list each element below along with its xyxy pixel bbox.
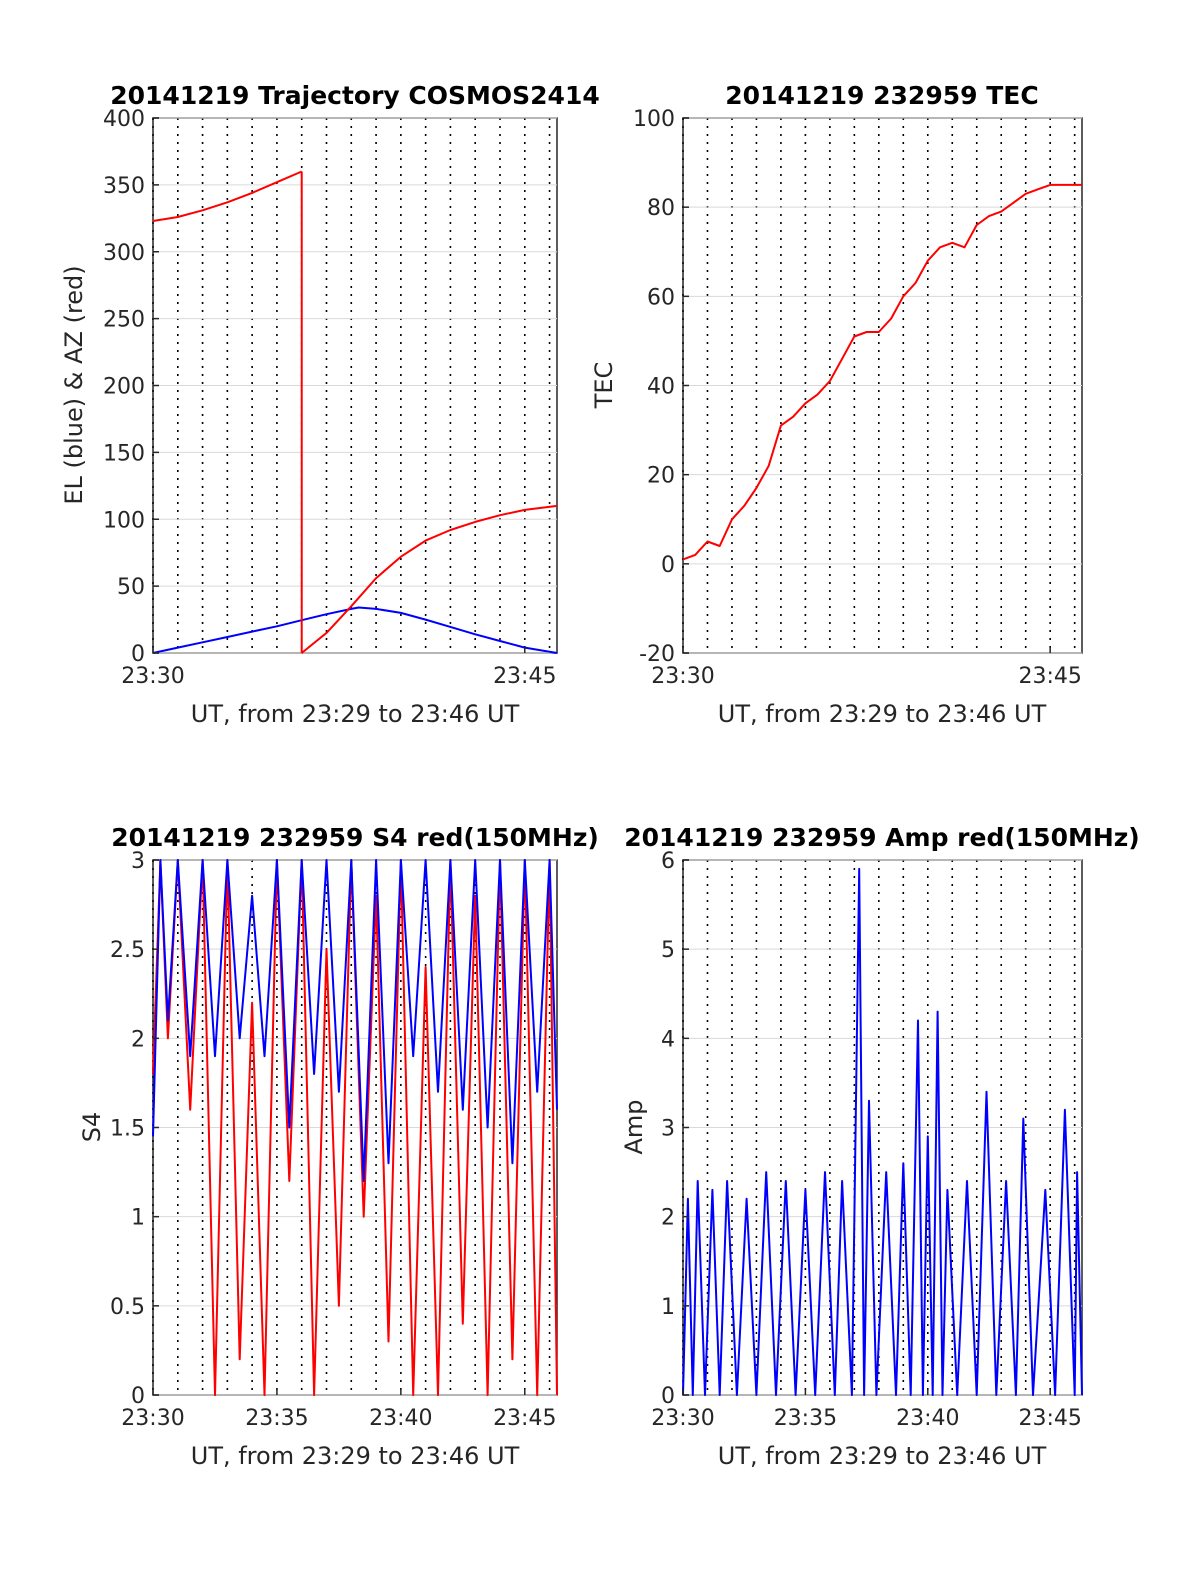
xtick-label: 23:40 xyxy=(369,1406,432,1431)
ytick-label: 2 xyxy=(131,1027,145,1052)
panel-s4: 20141219 232959 S4 red(150MHz) S4 UT, fr… xyxy=(78,823,599,1470)
ytick-label: 2.5 xyxy=(110,938,145,963)
panel-tec: 20141219 232959 TEC TEC UT, from 23:29 t… xyxy=(590,81,1083,728)
xtick-label: 23:45 xyxy=(1018,1406,1081,1431)
ytick-label: 300 xyxy=(103,241,145,266)
xtick-label: 23:40 xyxy=(896,1406,959,1431)
xtick-label: 23:45 xyxy=(493,1406,556,1431)
xticks-trajectory: 23:30 23:45 xyxy=(121,647,556,689)
yticks-s4: 0 0.5 1 1.5 2 2.5 3 xyxy=(110,849,159,1409)
xtick-label: 23:30 xyxy=(121,664,184,689)
ytick-label: 250 xyxy=(103,308,145,333)
title-amp: 20141219 232959 Amp red(150MHz) xyxy=(624,823,1140,852)
panel-amp: 20141219 232959 Amp red(150MHz) Amp UT, … xyxy=(620,823,1140,1470)
ytick-label: 0 xyxy=(131,642,145,667)
ytick-label: 1.5 xyxy=(110,1117,145,1142)
ylabel-amp: Amp xyxy=(620,1099,648,1154)
ytick-label: 150 xyxy=(103,441,145,466)
hgrid-s4 xyxy=(153,859,557,1396)
ytick-label: 4 xyxy=(661,1027,675,1052)
yticks-amp: 0 1 2 3 4 5 6 xyxy=(661,849,689,1409)
series-line-tec xyxy=(682,183,1082,561)
xlabel-tec: UT, from 23:29 to 23:46 UT xyxy=(718,700,1047,728)
hgrid-trajectory xyxy=(153,117,557,654)
xticks-tec: 23:30 23:45 xyxy=(651,647,1082,689)
ytick-label: 100 xyxy=(103,508,145,533)
ytick-label: 80 xyxy=(647,196,675,221)
xtick-label: 23:30 xyxy=(121,1406,184,1431)
series-trajectory xyxy=(152,170,558,654)
yticks-trajectory: 0 50 100 150 200 250 300 350 400 xyxy=(103,107,159,667)
ytick-label: 200 xyxy=(103,375,145,400)
ytick-label: 3 xyxy=(131,849,145,874)
xlabel-s4: UT, from 23:29 to 23:46 UT xyxy=(191,1442,520,1470)
panel-trajectory: 20141219 Trajectory COSMOS2414 EL (blue)… xyxy=(60,81,600,728)
ytick-label: -20 xyxy=(639,642,675,667)
ytick-label: 400 xyxy=(103,107,145,132)
series-tec xyxy=(682,183,1082,561)
ytick-label: 40 xyxy=(647,375,675,400)
series-line-el xyxy=(152,606,558,654)
ytick-label: 5 xyxy=(661,938,675,963)
xtick-label: 23:30 xyxy=(651,664,714,689)
ytick-label: 50 xyxy=(117,575,145,600)
title-tec: 20141219 232959 TEC xyxy=(725,81,1038,110)
ytick-label: 6 xyxy=(661,849,675,874)
series-line-az-seg0 xyxy=(152,170,303,222)
ytick-label: 3 xyxy=(661,1117,675,1142)
title-s4: 20141219 232959 S4 red(150MHz) xyxy=(111,823,599,852)
ytick-label: 20 xyxy=(647,464,675,489)
xtick-label: 23:45 xyxy=(493,664,556,689)
xticks-amp: 23:30 23:35 23:40 23:45 xyxy=(651,1389,1082,1431)
xtick-label: 23:45 xyxy=(1018,664,1081,689)
ylabel-trajectory: EL (blue) & AZ (red) xyxy=(60,265,88,504)
ylabel-s4: S4 xyxy=(78,1112,106,1143)
yticks-tec: -20 0 20 40 60 80 100 xyxy=(633,107,689,667)
xtick-label: 23:30 xyxy=(651,1406,714,1431)
xtick-label: 23:35 xyxy=(245,1406,308,1431)
hgrid-tec xyxy=(683,117,1082,654)
series-line-amp xyxy=(682,867,1083,1396)
ytick-label: 100 xyxy=(633,107,675,132)
ytick-label: 1 xyxy=(131,1206,145,1231)
series-amp xyxy=(682,867,1083,1396)
xlabel-trajectory: UT, from 23:29 to 23:46 UT xyxy=(191,700,520,728)
ytick-label: 0.5 xyxy=(110,1295,145,1320)
ytick-label: 0 xyxy=(661,1384,675,1409)
title-trajectory: 20141219 Trajectory COSMOS2414 xyxy=(110,81,600,110)
xticks-s4: 23:30 23:35 23:40 23:45 xyxy=(121,1389,556,1431)
ytick-label: 60 xyxy=(647,285,675,310)
xtick-label: 23:35 xyxy=(774,1406,837,1431)
ytick-label: 0 xyxy=(661,553,675,578)
ytick-label: 2 xyxy=(661,1206,675,1231)
ytick-label: 0 xyxy=(131,1384,145,1409)
series-s4 xyxy=(152,859,558,1396)
ylabel-tec: TEC xyxy=(590,362,618,410)
series-line-s4-blue xyxy=(152,859,558,1182)
ytick-label: 350 xyxy=(103,174,145,199)
xlabel-amp: UT, from 23:29 to 23:46 UT xyxy=(718,1442,1047,1470)
series-line-az-seg1 xyxy=(301,504,558,654)
ytick-label: 1 xyxy=(661,1295,675,1320)
